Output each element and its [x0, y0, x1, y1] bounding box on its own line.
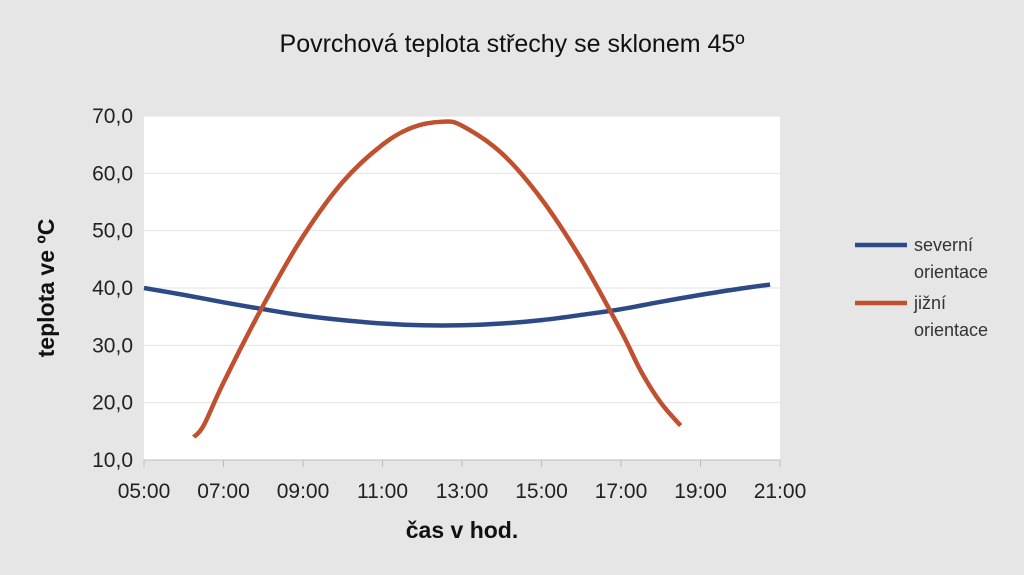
x-tick-label: 15:00	[515, 480, 568, 503]
x-tick-label: 17:00	[595, 480, 648, 503]
x-tick-label: 11:00	[357, 480, 408, 503]
y-tick-label: 40,0	[92, 277, 133, 300]
legend-label: severní	[914, 235, 973, 255]
legend-label: orientace	[914, 262, 988, 282]
x-axis-title: čas v hod.	[406, 517, 518, 543]
x-tick-label: 13:00	[436, 480, 489, 503]
y-tick-labels: 10,0 20,0 30,0 40,0 50,0 60,0 70,0	[92, 105, 133, 472]
y-tick-label: 70,0	[92, 105, 133, 128]
x-tick-label: 09:00	[277, 480, 330, 503]
y-tick-label: 10,0	[92, 449, 133, 472]
y-tick-label: 30,0	[92, 334, 133, 357]
x-tick-label: 19:00	[674, 480, 727, 503]
y-tick-label: 50,0	[92, 220, 133, 243]
series-line-north	[143, 282, 771, 328]
legend-label: orientace	[914, 320, 988, 340]
y-axis-title: teplota ve ºC	[33, 219, 59, 358]
x-tick-label: 21:00	[754, 480, 807, 503]
legend: severní orientace jižní orientace	[855, 235, 988, 340]
x-tick-label: 07:00	[197, 480, 250, 503]
chart-title: Povrchová teplota střechy se sklonem 45º	[280, 30, 745, 58]
y-tick-label: 60,0	[92, 162, 133, 185]
series-lines	[143, 119, 771, 439]
grid-lines	[143, 115, 781, 467]
y-tick-label: 20,0	[92, 392, 133, 415]
x-tick-label: 05:00	[118, 480, 171, 503]
x-tick-labels: 05:00 07:00 09:00 11:00 13:00 15:00 17:00 19:00…	[118, 480, 807, 503]
legend-label: jižní	[913, 293, 946, 313]
series-line-south	[191, 119, 683, 439]
